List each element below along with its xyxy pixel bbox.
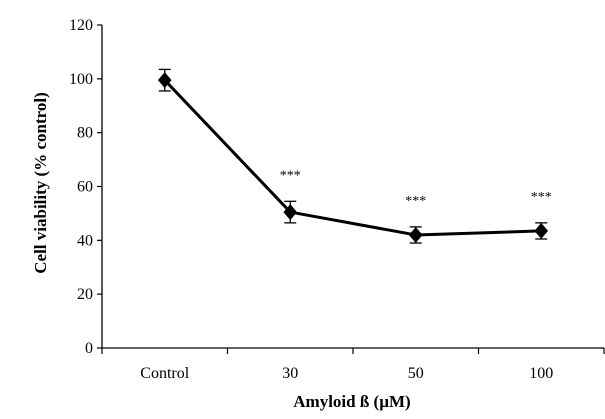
y-tick-label: 0 bbox=[85, 340, 93, 357]
y-tick-label: 40 bbox=[77, 232, 93, 249]
x-axis-title: Amyloid ß (µM) bbox=[293, 392, 410, 411]
x-axis-ticks: Control 30 50 100 bbox=[101, 348, 605, 382]
y-tick-label: 20 bbox=[77, 286, 93, 303]
y-axis-title: Cell viability (% control) bbox=[31, 92, 50, 273]
significance-marker: *** bbox=[280, 168, 301, 183]
x-tick-label: 50 bbox=[408, 365, 424, 382]
significance-marker: *** bbox=[531, 190, 552, 205]
data-point-diamond bbox=[408, 226, 423, 243]
data-points bbox=[157, 72, 549, 243]
x-tick-label: Control bbox=[140, 365, 189, 382]
x-tick-label: 100 bbox=[529, 365, 553, 382]
axes bbox=[101, 25, 604, 349]
x-tick-label: 30 bbox=[282, 365, 298, 382]
series-line bbox=[163, 79, 542, 237]
data-point-diamond bbox=[157, 72, 172, 89]
y-tick-label: 120 bbox=[69, 17, 93, 34]
data-point-diamond bbox=[534, 222, 549, 239]
y-axis-ticks: 0 20 40 60 80 100 120 bbox=[69, 17, 102, 357]
data-point-diamond bbox=[283, 204, 298, 221]
significance-marker: *** bbox=[405, 194, 426, 209]
y-tick-label: 80 bbox=[77, 125, 93, 142]
series-line-path bbox=[163, 79, 542, 237]
error-bars bbox=[158, 68, 548, 244]
y-tick-label: 100 bbox=[69, 71, 93, 88]
y-tick-label: 60 bbox=[77, 179, 93, 196]
significance-annotations: *** *** *** bbox=[280, 168, 552, 209]
